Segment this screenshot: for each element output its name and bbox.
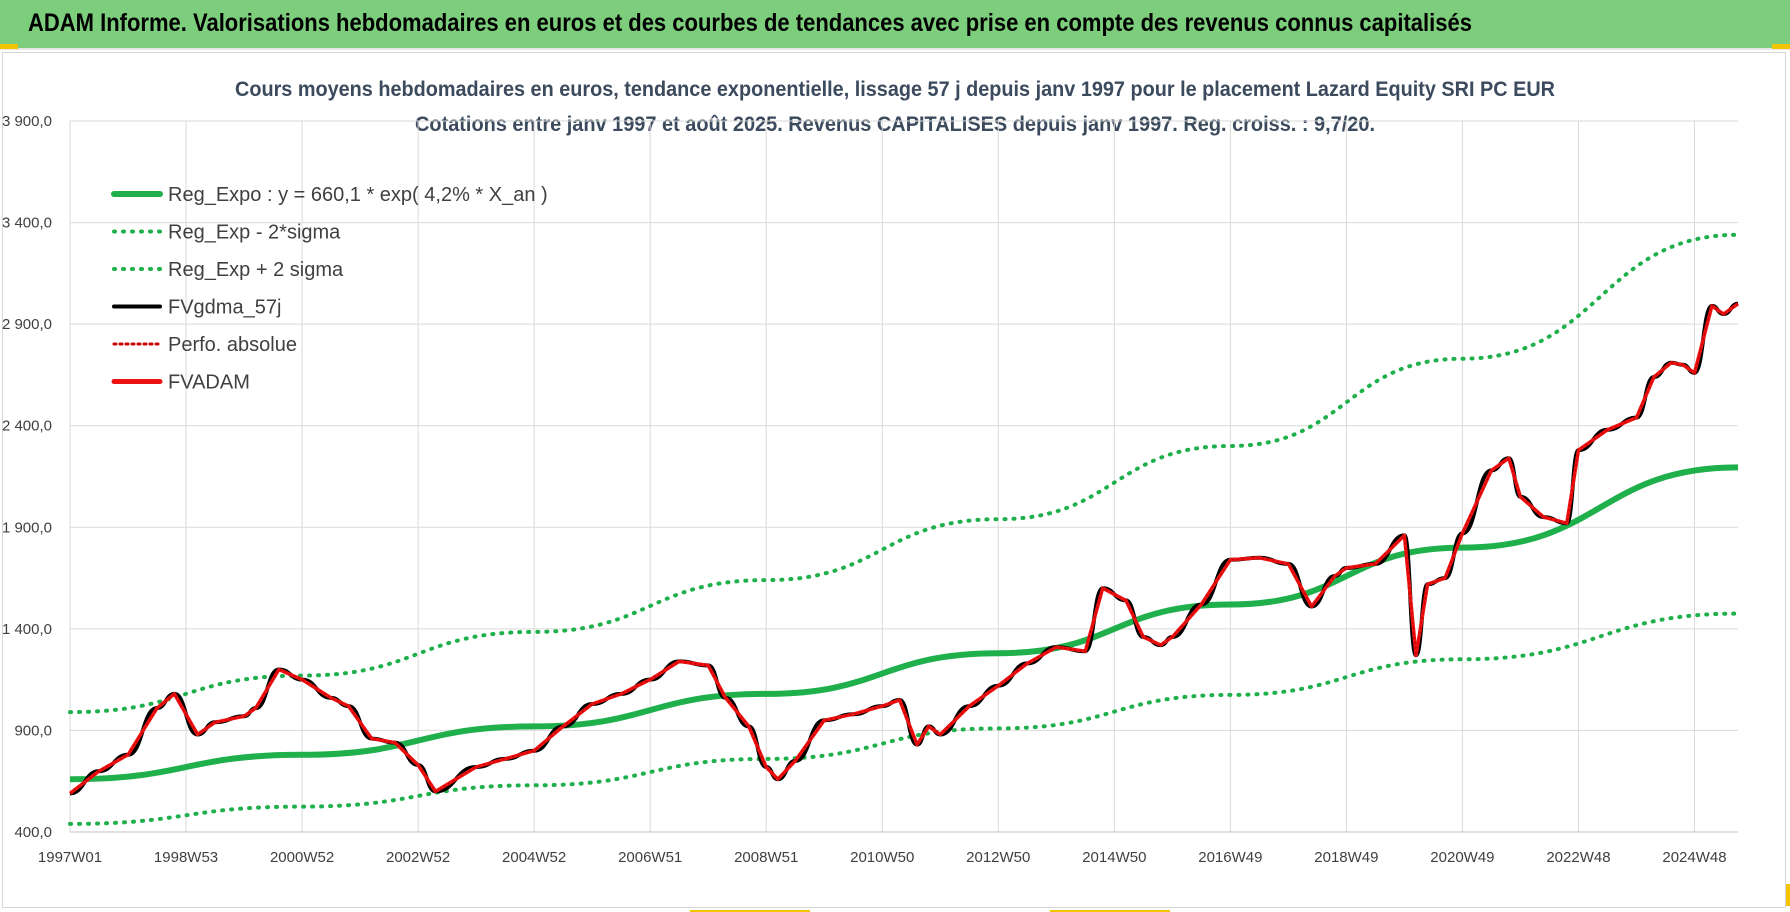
series-reg-minus-2sigma [70, 614, 1738, 824]
chart-subtitle: Cotations entre janv 1997 et août 2025. … [415, 113, 1375, 136]
legend: Reg_Expo : y = 660,1 * exp( 4,2% * X_an … [114, 184, 548, 394]
y-tick-label: 3 900,0 [2, 113, 52, 130]
y-tick-label: 3 400,0 [2, 215, 52, 232]
y-tick-label: 1 900,0 [2, 519, 52, 536]
x-tick-label: 2020W49 [1430, 849, 1494, 866]
legend-label-reg_minus: Reg_Exp - 2*sigma [168, 222, 341, 244]
x-tick-label: 2008W51 [734, 849, 798, 866]
y-tick-label: 1 400,0 [2, 621, 52, 638]
series-reg-expo [70, 467, 1738, 779]
x-tick-label: 2016W49 [1198, 849, 1262, 866]
chart-title: Cours moyens hebdomadaires en euros, ten… [235, 78, 1555, 101]
legend-label-reg_plus: Reg_Exp + 2 sigma [168, 259, 344, 281]
x-tick-label: 1998W53 [154, 849, 218, 866]
x-tick-label: 2006W51 [618, 849, 682, 866]
x-tick-label: 2018W49 [1314, 849, 1378, 866]
y-tick-label: 400,0 [14, 824, 52, 841]
x-tick-label: 2014W50 [1082, 849, 1146, 866]
x-tick-label: 2000W52 [270, 849, 334, 866]
y-tick-label: 900,0 [14, 722, 52, 739]
x-tick-label: 2024W48 [1662, 849, 1726, 866]
x-tick-label: 2004W52 [502, 849, 566, 866]
y-tick-label: 2 900,0 [2, 316, 52, 333]
legend-label-fvadam: FVADAM [168, 372, 250, 394]
x-tick-label: 2002W52 [386, 849, 450, 866]
legend-label-reg_expo: Reg_Expo : y = 660,1 * exp( 4,2% * X_an … [168, 184, 548, 206]
legend-label-fvgdma: FVgdma_57j [168, 297, 281, 319]
y-tick-label: 2 400,0 [2, 418, 52, 435]
x-tick-label: 2022W48 [1546, 849, 1610, 866]
x-tick-label: 2010W50 [850, 849, 914, 866]
x-tick-label: 2012W50 [966, 849, 1030, 866]
legend-label-perfo: Perfo. absolue [168, 334, 297, 356]
plot-area [70, 235, 1738, 824]
x-tick-label: 1997W01 [38, 849, 102, 866]
